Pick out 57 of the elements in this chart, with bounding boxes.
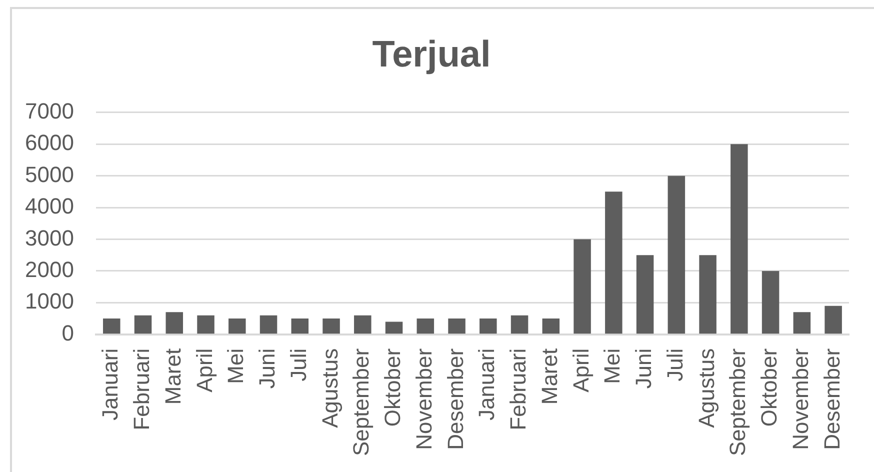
x-tick-label: Maret	[536, 348, 562, 405]
x-tick-label: September	[725, 348, 750, 456]
y-tick-label: 4000	[24, 194, 74, 219]
bar	[166, 312, 184, 334]
bar	[824, 306, 842, 334]
x-tick-label: Juni	[631, 348, 656, 389]
y-tick-label: 6000	[24, 130, 74, 156]
bar	[699, 255, 716, 334]
x-tick-label: Januari	[474, 348, 500, 421]
x-tick-label: Maret	[160, 348, 186, 405]
y-tick-label: 3000	[24, 225, 74, 250]
x-tick-label: Agustus	[317, 348, 342, 428]
x-tick-label: Desember	[819, 348, 844, 450]
bar	[605, 192, 622, 334]
chart-title: Terjual	[372, 33, 491, 74]
x-tick-label: Januari	[98, 348, 123, 421]
x-tick-label: Mei	[600, 348, 625, 384]
bar	[636, 255, 654, 334]
bar	[103, 318, 120, 334]
bar	[480, 318, 497, 334]
x-tick-label: Februari	[129, 348, 154, 430]
bar	[668, 176, 686, 334]
x-tick-label: November	[411, 348, 436, 450]
bar	[354, 315, 372, 334]
bar	[448, 318, 466, 334]
x-tick-label: Mei	[223, 348, 248, 384]
y-tick-label: 5000	[24, 162, 74, 187]
bar	[416, 318, 434, 334]
bar	[385, 322, 403, 334]
bar	[134, 315, 152, 334]
x-tick-label: Juli	[662, 348, 688, 382]
bar	[730, 144, 748, 334]
y-tick-label: 0	[62, 320, 74, 346]
x-tick-label: Februari	[506, 348, 531, 430]
x-tick-label: Juni	[254, 348, 280, 389]
bar	[793, 312, 811, 334]
x-tick-label: Oktober	[380, 348, 406, 427]
x-tick-label: Desember	[442, 348, 468, 450]
bar	[260, 315, 278, 334]
x-tick-label: April	[568, 348, 594, 392]
bar	[322, 318, 340, 334]
y-tick-label: 1000	[24, 288, 74, 314]
x-tick-label: September	[348, 348, 374, 456]
x-tick-label: Juli	[286, 348, 311, 382]
y-tick-label: 7000	[24, 98, 74, 124]
bar	[542, 318, 560, 334]
x-tick-label: Agustus	[694, 348, 719, 428]
x-tick-label: Oktober	[756, 348, 782, 427]
bar	[762, 270, 780, 334]
bar	[510, 315, 528, 334]
bar	[291, 318, 309, 334]
x-tick-label: April	[192, 348, 217, 392]
bar	[197, 315, 214, 334]
bar	[228, 318, 246, 334]
y-tick-label: 2000	[24, 257, 74, 282]
bar	[574, 239, 591, 334]
x-tick-label: November	[788, 348, 813, 450]
